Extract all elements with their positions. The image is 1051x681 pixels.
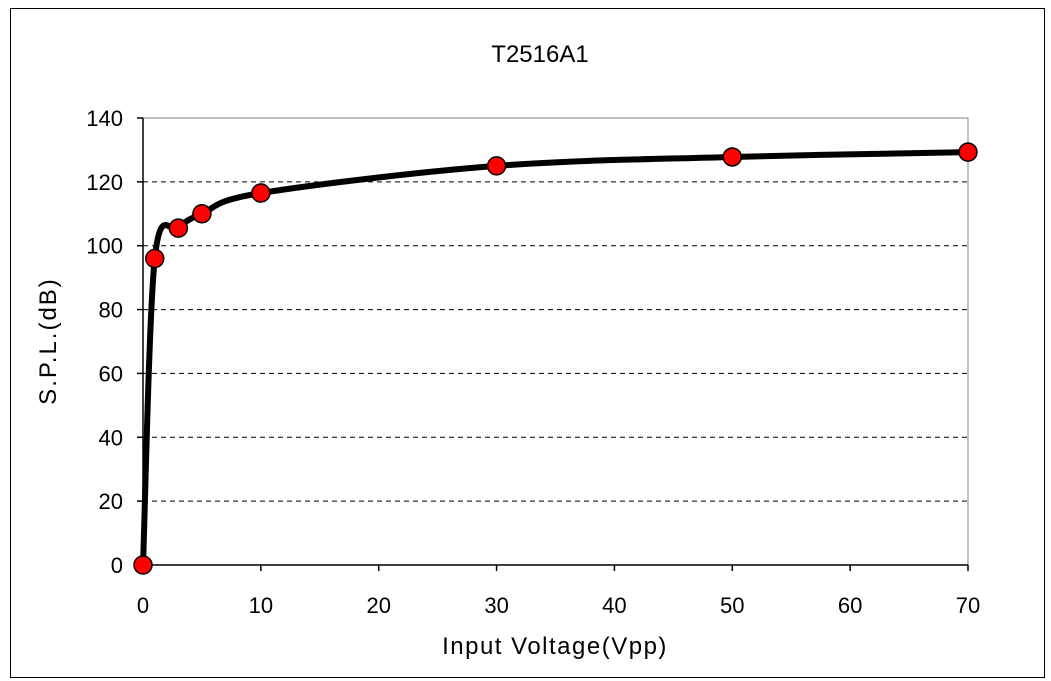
tick-labels: 0 20 40 60 80 100 120 140 0 10 20 30 40 50 60 70	[86, 106, 980, 618]
grid-lines	[143, 181, 968, 502]
x-tick-label: 20	[366, 593, 390, 618]
chart-title: T2516A1	[491, 41, 588, 68]
data-point	[168, 218, 189, 238]
data-point	[192, 204, 212, 224]
x-tick-label: 50	[720, 593, 744, 618]
data-point	[145, 248, 165, 269]
x-tick-label: 60	[838, 593, 862, 618]
data-point	[958, 142, 978, 162]
series-line	[140, 149, 971, 568]
data-point	[486, 156, 507, 176]
chart-frame	[10, 8, 1045, 678]
y-tick-label: 120	[86, 170, 123, 195]
data-point	[722, 147, 743, 167]
y-tick-label: 140	[86, 106, 123, 131]
plot-border	[142, 117, 969, 566]
x-axis-label: Input Voltage(Vpp)	[442, 633, 668, 660]
data-point	[251, 183, 271, 203]
data-point	[133, 555, 153, 575]
y-tick-label: 0	[111, 553, 123, 578]
y-tick-label: 20	[99, 489, 123, 514]
y-tick-label: 80	[99, 298, 123, 323]
y-tick-label: 60	[99, 361, 123, 386]
x-tick-label: 10	[249, 593, 273, 618]
y-tick-label: 100	[86, 234, 123, 259]
y-axis-label: S.P.L.(dB)	[35, 277, 62, 405]
y-tick-label: 40	[99, 425, 123, 450]
x-tick-label: 0	[137, 593, 149, 618]
x-tick-label: 40	[602, 593, 626, 618]
x-tick-label: 70	[956, 593, 980, 618]
series-layer	[133, 142, 978, 575]
x-tick-label: 30	[484, 593, 508, 618]
